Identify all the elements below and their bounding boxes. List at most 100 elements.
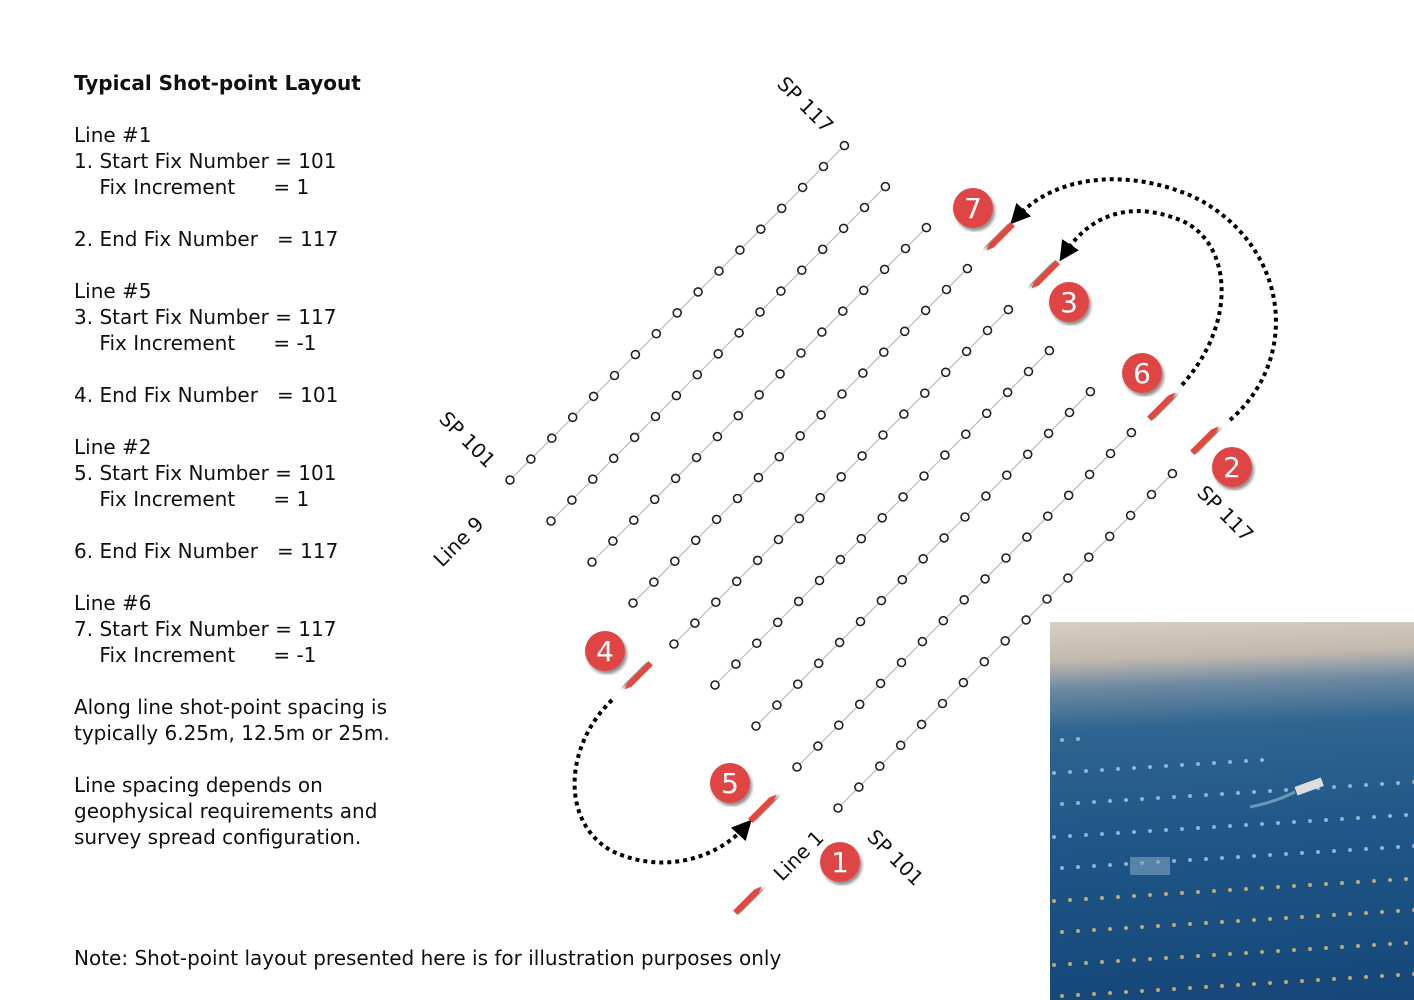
survey-line-6 (628, 263, 973, 608)
label-sp117-top: SP 117 (772, 72, 838, 138)
shot-point (980, 574, 990, 584)
shot-point (815, 492, 826, 503)
shot-point (920, 305, 931, 316)
photo-buoy (1268, 917, 1272, 921)
shot-point (1063, 573, 1073, 583)
label-sp117-right: SP 117 (1192, 481, 1258, 547)
shot-point (608, 453, 619, 464)
shot-point (1044, 345, 1055, 356)
shot-point (1064, 407, 1075, 418)
photo-buoy (1356, 816, 1360, 820)
shot-point (792, 679, 803, 690)
photo-buoy (1172, 923, 1176, 927)
photo-buoy (1340, 945, 1344, 949)
photo-buoy (1396, 973, 1400, 977)
shot-point (858, 285, 869, 296)
shot-point (962, 263, 973, 274)
photo-buoy (1324, 946, 1328, 950)
shot-point (1126, 427, 1137, 438)
photo-buoy (1324, 882, 1328, 886)
line-row: 4. End Fix Number = 101 (74, 383, 339, 407)
photo-buoy (1388, 942, 1392, 946)
photo-buoy (1244, 823, 1248, 827)
shot-point (733, 410, 744, 421)
line-block: Line #5 3. Start Fix Number = 117 Fix Inc… (74, 278, 414, 408)
shot-point (1104, 531, 1115, 542)
shot-point (714, 266, 724, 276)
photo-buoy (1220, 792, 1224, 796)
photo-buoy (1308, 819, 1312, 823)
shot-point (858, 368, 868, 378)
photo-buoy (1364, 975, 1368, 979)
vessel-7 (986, 222, 1015, 251)
photo-buoy (1236, 919, 1240, 923)
shot-point (959, 594, 970, 605)
shot-point (899, 409, 909, 419)
photo-buoy (1372, 879, 1376, 883)
shot-point (734, 328, 744, 338)
step-marker-5: 5 (710, 763, 750, 803)
photo-buoy (1084, 833, 1088, 837)
photo-buoy (1244, 951, 1248, 955)
photo-buoy (1372, 943, 1376, 947)
photo-buoy (1068, 962, 1072, 966)
shot-point (588, 391, 599, 402)
photo-buoy (1364, 847, 1368, 851)
shot-point (711, 514, 722, 525)
shot-point (833, 803, 843, 813)
photo-buoy (1092, 864, 1096, 868)
description-panel: Typical Shot-point Layout Line #1 1. Star… (74, 70, 414, 876)
shot-point (795, 430, 806, 441)
shot-point (960, 429, 971, 440)
shot-point (835, 554, 846, 565)
survey-line-8 (546, 181, 891, 526)
photo-buoy (1124, 990, 1128, 994)
photo-buoy (1116, 895, 1120, 899)
shot-point (856, 533, 867, 544)
photo-buoy (1052, 963, 1056, 967)
shot-point (818, 161, 829, 172)
photo-buoy (1060, 930, 1064, 934)
photo-buoy (1212, 825, 1216, 829)
step-marker-1: 1 (820, 842, 860, 882)
label-sp101-left: SP 101 (434, 407, 500, 473)
photo-buoy (1052, 771, 1056, 775)
photo-illustration (1052, 737, 1414, 998)
survey-line-4 (710, 345, 1055, 690)
photo-buoy (1252, 982, 1256, 986)
shot-point (587, 474, 598, 485)
shot-point (854, 782, 864, 792)
photo-buoy (1156, 796, 1160, 800)
shot-point (837, 306, 848, 317)
shot-point (669, 556, 680, 567)
shot-point (690, 618, 700, 628)
turn-path-6-to-7 (1059, 209, 1224, 387)
shot-point (857, 451, 867, 461)
photo-buoy (1308, 947, 1312, 951)
shot-point (1063, 490, 1074, 501)
shot-point (609, 370, 620, 381)
shot-point (1043, 428, 1054, 439)
photo-buoy (1284, 788, 1288, 792)
photo-buoy (1324, 818, 1328, 822)
photo-buoy (1244, 887, 1248, 891)
shot-point (817, 327, 827, 337)
line-row: 5. Start Fix Number = 101 (74, 461, 337, 485)
photo-buoy (1388, 814, 1392, 818)
shot-point (773, 534, 784, 545)
shot-point (940, 450, 950, 460)
photo-buoy (1076, 929, 1080, 933)
photo-buoy (1068, 770, 1072, 774)
shot-point (836, 471, 847, 482)
photo-buoy (1124, 862, 1128, 866)
vessel-3 (1031, 260, 1060, 289)
shot-point (917, 636, 928, 647)
photo-buoy (1268, 789, 1272, 793)
shot-point (671, 390, 682, 401)
photo-buoy (1196, 762, 1200, 766)
photo-buoy (1236, 855, 1240, 859)
photo-buoy (1116, 831, 1120, 835)
photo-buoy (1204, 921, 1208, 925)
shot-point (710, 597, 721, 608)
photo-buoy (1052, 899, 1056, 903)
